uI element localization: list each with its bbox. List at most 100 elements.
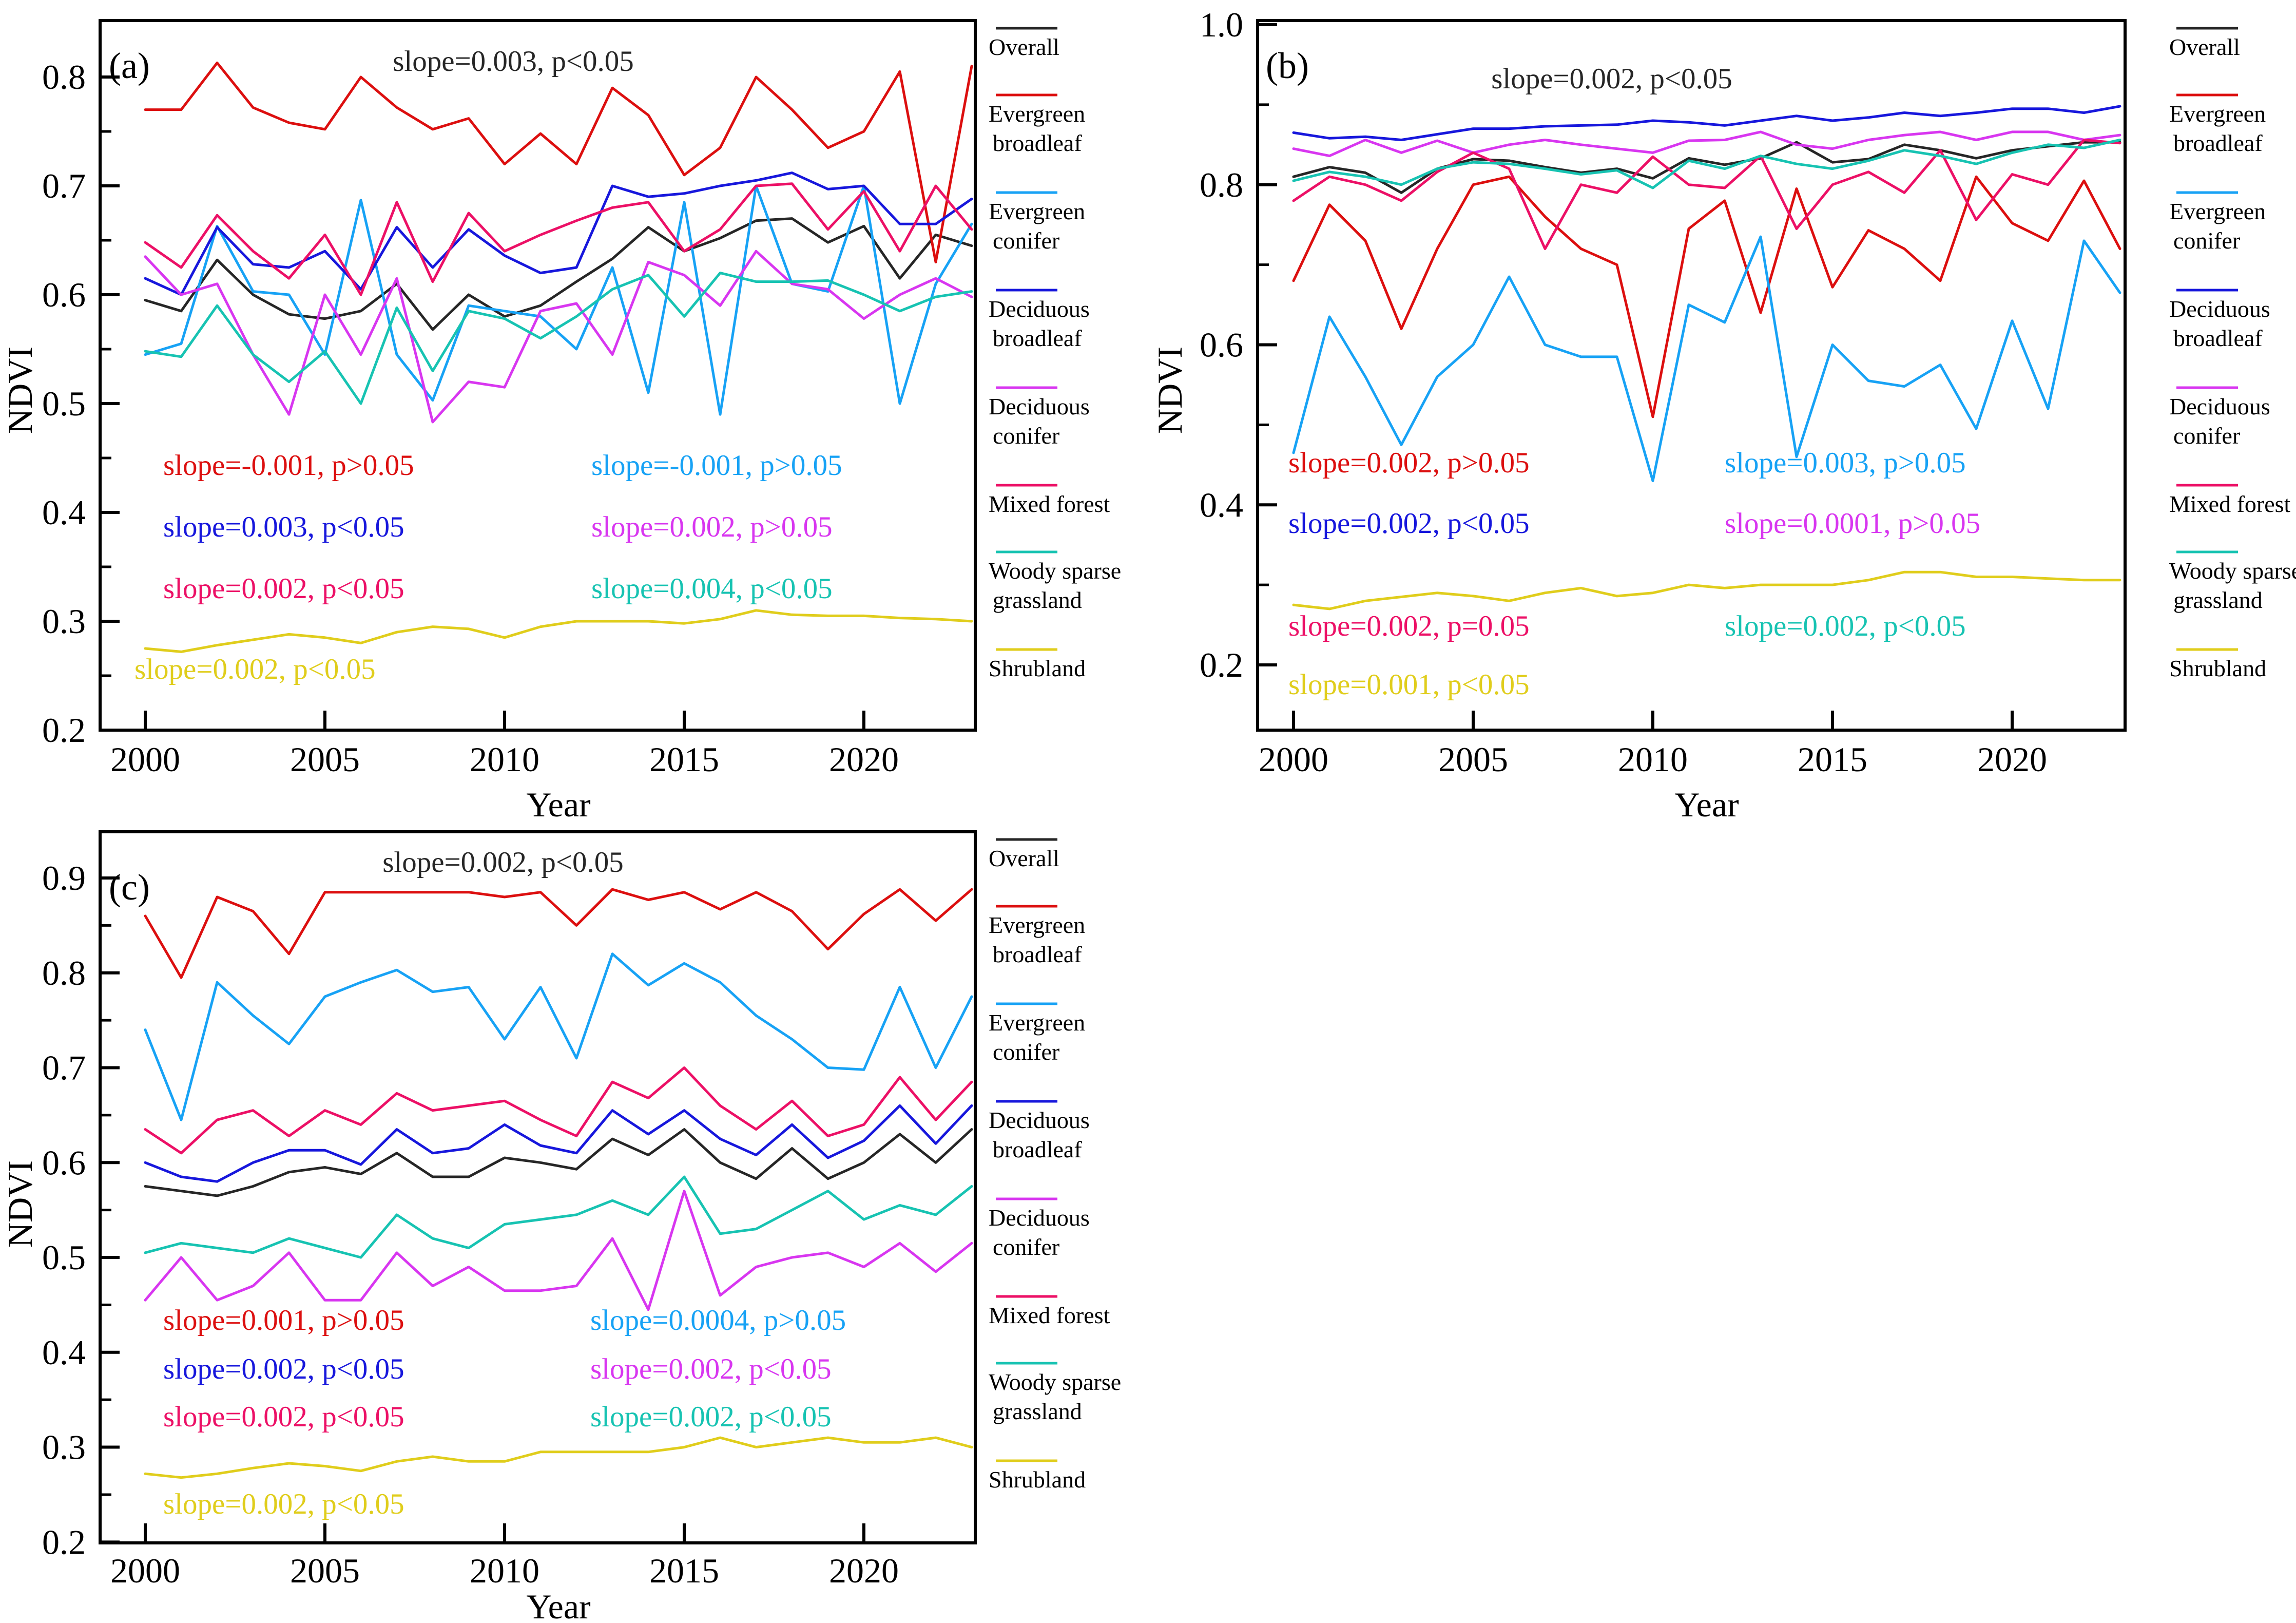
- legend: Overall Evergreen broadleaf Evergreen conife…: [989, 27, 1121, 681]
- series-line-deciduous_conifer: [144, 250, 973, 424]
- slope-annotation: slope=0.002, p<0.05: [1288, 507, 1530, 540]
- x-tick-label: 2000: [1259, 740, 1328, 779]
- legend-label-woody_sparse_grassland: grassland: [993, 1398, 1082, 1424]
- x-axis-title: Year: [526, 1587, 591, 1623]
- legend-label-overall: Overall: [2169, 34, 2240, 60]
- x-tick-label: 2020: [1977, 740, 2047, 779]
- y-tick-label: 0.3: [42, 1428, 86, 1467]
- x-axis-title: Year: [526, 785, 591, 824]
- legend-label-deciduous_conifer: conifer: [993, 1234, 1059, 1260]
- y-tick-label: 0.6: [42, 275, 86, 314]
- panel-label: (b): [1266, 45, 1309, 86]
- series-line-deciduous_broadleaf: [144, 1104, 973, 1183]
- y-tick-label: 0.6: [1200, 326, 1243, 365]
- slope-annotation: slope=0.0001, p>0.05: [1725, 507, 1980, 540]
- series-line-woody_sparse_grassland: [1292, 139, 2121, 189]
- slope-annotation: slope=0.002, p<0.05: [1725, 610, 1966, 642]
- slope-annotation: slope=-0.001, p>0.05: [591, 449, 842, 482]
- slope-annotation: slope=0.004, p<0.05: [591, 572, 833, 605]
- series-line-overall: [144, 1128, 973, 1197]
- x-tick-label: 2005: [290, 1551, 360, 1590]
- x-axis-title: Year: [1674, 785, 1739, 824]
- series-line-evergreen_broadleaf: [144, 61, 973, 263]
- y-tick-label: 0.4: [42, 493, 86, 532]
- slope-annotation: slope=0.002, p<0.05: [590, 1401, 832, 1433]
- slope-annotation: slope=0.003, p>0.05: [1725, 447, 1966, 479]
- series-line-evergreen_broadleaf: [144, 888, 973, 979]
- series-line-evergreen_broadleaf: [1292, 175, 2121, 418]
- series-line-overall: [144, 217, 973, 331]
- y-tick-label: 0.4: [1200, 485, 1243, 524]
- legend-label-deciduous_conifer: Deciduous: [989, 1205, 1090, 1231]
- series-line-shrubland: [144, 609, 973, 653]
- y-tick-label: 0.6: [42, 1143, 86, 1182]
- legend-label-deciduous_conifer: conifer: [993, 423, 1059, 449]
- y-tick-label: 0.3: [42, 602, 86, 641]
- slope-annotation: slope=0.002, p<0.05: [382, 846, 624, 879]
- series-line-evergreen_conifer: [144, 184, 973, 416]
- slope-annotation: slope=0.001, p<0.05: [1288, 669, 1530, 701]
- x-tick-label: 2010: [1618, 740, 1688, 779]
- legend-label-evergreen_conifer: conifer: [993, 227, 1059, 254]
- legend: Overall Evergreen broadleaf Evergreen conife…: [2169, 27, 2296, 681]
- x-tick-label: 2010: [470, 740, 539, 779]
- legend-label-deciduous_broadleaf: Deciduous: [989, 1107, 1090, 1133]
- slope-annotation: slope=0.002, p<0.05: [1491, 63, 1732, 95]
- series-line-shrubland: [144, 1436, 973, 1479]
- legend-label-mixed_forest: Mixed forest: [2169, 491, 2291, 517]
- x-tick-label: 2010: [470, 1551, 539, 1590]
- plot-border: [99, 830, 977, 1544]
- y-tick-label: 0.5: [42, 1238, 86, 1277]
- chart-b: 0.2 0.4 0.6 0.8 1.0 2000 2005 2010 2015 2020 Year N…: [1150, 5, 2296, 824]
- x-tick-label: 2000: [110, 1551, 180, 1590]
- slope-annotation: slope=0.002, p<0.05: [590, 1353, 832, 1385]
- legend-label-evergreen_conifer: Evergreen: [989, 198, 1085, 224]
- series-line-deciduous_broadleaf: [144, 171, 973, 296]
- x-tick-label: 2005: [290, 740, 360, 779]
- legend-label-deciduous_conifer: Deciduous: [989, 393, 1090, 419]
- series-line-deciduous_conifer: [144, 1190, 973, 1311]
- slope-annotation: slope=-0.001, p>0.05: [163, 449, 414, 482]
- slope-annotation: slope=0.002, p<0.05: [163, 1353, 404, 1385]
- y-tick-label: 0.7: [42, 1048, 86, 1087]
- y-tick-label: 0.5: [42, 384, 86, 423]
- slope-annotation: slope=0.002, p<0.05: [163, 1401, 404, 1433]
- x-tick-label: 2020: [829, 740, 899, 779]
- legend-label-evergreen_broadleaf: broadleaf: [993, 941, 1082, 967]
- legend: Overall Evergreen broadleaf Evergreen conife…: [989, 838, 1121, 1493]
- y-tick-label: 0.4: [42, 1333, 86, 1372]
- y-tick-label: 0.8: [42, 58, 86, 97]
- y-axis-title: NDVI: [1, 1160, 40, 1248]
- series-line-deciduous_conifer: [1292, 130, 2121, 158]
- legend-label-evergreen_conifer: conifer: [993, 1039, 1059, 1065]
- slope-annotation: slope=0.003, p<0.05: [163, 511, 404, 543]
- chart-c: 0.2 0.3 0.4 0.5 0.6 0.7 0.8 0.9 2000 2005 2010 2015…: [1, 830, 1121, 1623]
- chart-a: 0.2 0.3 0.4 0.5 0.6 0.7 0.8 2000 2005 2010 2015 202…: [1, 19, 1121, 824]
- y-tick-label: 0.9: [42, 858, 86, 898]
- legend-label-woody_sparse_grassland: Woody sparse: [989, 1369, 1121, 1395]
- legend-label-shrubland: Shrubland: [989, 655, 1086, 681]
- y-tick-label: 1.0: [1200, 5, 1243, 44]
- x-tick-label: 2020: [829, 1551, 899, 1590]
- legend-label-overall: Overall: [989, 845, 1059, 871]
- legend-label-shrubland: Shrubland: [989, 1466, 1086, 1493]
- slope-annotation: slope=0.002, p<0.05: [163, 572, 404, 605]
- series-line-evergreen_conifer: [144, 952, 973, 1121]
- legend-label-woody_sparse_grassland: grassland: [993, 587, 1082, 613]
- series-line-mixed_forest: [1292, 139, 2121, 250]
- slope-annotation: slope=0.003, p<0.05: [393, 45, 634, 78]
- legend-label-woody_sparse_grassland: Woody sparse: [2169, 558, 2296, 584]
- series-line-deciduous_broadleaf: [1292, 105, 2121, 141]
- slope-annotation: slope=0.001, p>0.05: [163, 1304, 404, 1336]
- x-tick-label: 2000: [110, 740, 180, 779]
- legend-label-deciduous_broadleaf: broadleaf: [993, 325, 1082, 351]
- y-tick-label: 0.8: [42, 953, 86, 992]
- y-axis-title: NDVI: [1150, 347, 1189, 434]
- series-line-mixed_forest: [144, 182, 973, 296]
- legend-label-evergreen_broadleaf: broadleaf: [2173, 130, 2263, 156]
- y-tick-label: 0.7: [42, 166, 86, 205]
- legend-label-evergreen_conifer: Evergreen: [2169, 198, 2266, 224]
- plot-border: [1256, 19, 2127, 732]
